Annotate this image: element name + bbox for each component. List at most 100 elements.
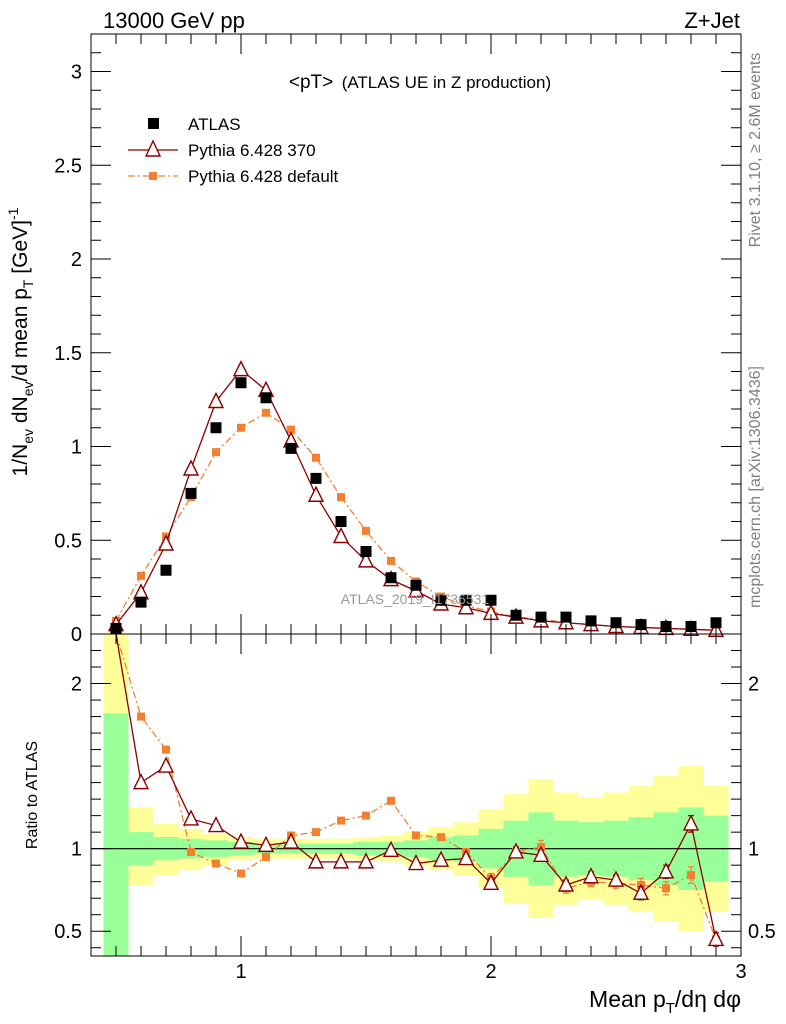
data-point-atlas	[410, 579, 422, 591]
data-point-pythia-6-428-default	[137, 571, 145, 580]
ratio-point-pythia-6-428-370	[132, 773, 150, 790]
ratio-point-pythia-6-428-370	[582, 867, 600, 884]
data-point-pythia-6-428-370	[357, 551, 375, 568]
main-y-tick-label: 0.5	[54, 530, 82, 552]
ratio-y-axis-label: Ratio to ATLAS	[24, 741, 41, 849]
ratio-point-pythia-6-428-370	[507, 842, 525, 859]
legend-marker-pythia-370	[144, 139, 162, 157]
data-point-atlas	[385, 572, 397, 584]
legend-entry-pythia-370: Pythia 6.428 370	[128, 139, 316, 160]
data-point-atlas	[585, 615, 597, 627]
ratio-point-pythia-6-428-370	[407, 853, 425, 871]
ratio-point-pythia-6-428-370	[257, 835, 275, 853]
watermark: ATLAS_2019_I1736531	[341, 591, 490, 607]
ratio-point-pythia-6-428-default	[187, 847, 195, 856]
legend-label-pythia-default: Pythia 6.428 default	[188, 167, 339, 186]
data-point-pythia-6-428-370	[182, 459, 200, 476]
data-point-pythia-6-428-default	[237, 423, 245, 432]
ratio-point-pythia-6-428-370	[357, 852, 375, 869]
data-point-atlas	[560, 611, 572, 623]
ratio-point-pythia-6-428-370	[607, 870, 625, 887]
ratio-point-pythia-6-428-370	[307, 852, 325, 869]
ratio-y-tick-label-left: 2	[71, 674, 82, 696]
ratio-point-pythia-6-428-default	[237, 869, 245, 878]
chart-title-main: <pT>	[289, 72, 333, 93]
data-point-pythia-6-428-default	[287, 425, 295, 434]
ratio-point-pythia-6-428-default	[662, 884, 670, 893]
data-point-atlas	[160, 564, 172, 576]
legend-marker-atlas	[148, 118, 159, 129]
ratio-axes: 0.5 0.5 1 1 2 2 1 2 3	[54, 633, 776, 983]
data-point-pythia-6-428-370	[332, 526, 350, 544]
data-point-atlas	[260, 392, 272, 404]
main-y-tick-label: 3	[71, 62, 82, 84]
ratio-point-pythia-6-428-default	[437, 833, 445, 842]
ratio-point-pythia-6-428-370	[632, 883, 650, 900]
ratio-y-tick-label-right: 0.5	[748, 921, 776, 943]
data-point-atlas	[235, 377, 247, 389]
data-point-atlas	[210, 422, 222, 434]
ratio-point-pythia-6-428-370	[157, 756, 175, 773]
ratio-point-pythia-6-428-370	[482, 873, 500, 891]
data-point-atlas	[510, 609, 522, 621]
x-tick-label: 2	[485, 961, 496, 983]
main-y-tick-label: 2.5	[54, 155, 82, 177]
data-point-pythia-6-428-370	[457, 598, 475, 615]
ratio-point-pythia-6-428-370	[182, 809, 200, 826]
ratio-x-axis-label: Mean pT/dη dφ	[589, 986, 741, 1017]
main-y-tick-label: 2	[71, 249, 82, 271]
ratio-point-pythia-6-428-default	[312, 828, 320, 837]
ratio-point-pythia-6-428-370	[232, 832, 250, 849]
data-point-pythia-6-428-default	[362, 526, 370, 535]
data-point-atlas	[135, 596, 147, 608]
chart-title: <pT> (ATLAS UE in Z production)	[289, 72, 551, 93]
data-point-atlas	[185, 487, 197, 499]
uncertainty-band-green	[103, 713, 129, 956]
data-point-pythia-6-428-default	[387, 556, 395, 565]
data-point-atlas	[335, 516, 347, 527]
ratio-point-pythia-6-428-370	[382, 840, 400, 858]
legend: ATLAS Pythia 6.428 370 Pythia 6.428 defa…	[128, 115, 339, 186]
ratio-point-pythia-6-428-default	[262, 852, 270, 861]
ratio-point-pythia-6-428-370	[282, 832, 300, 849]
x-tick-label: 3	[735, 961, 746, 983]
legend-entry-atlas: ATLAS	[148, 115, 241, 134]
data-point-atlas	[485, 594, 497, 606]
data-point-atlas	[435, 594, 447, 606]
data-point-pythia-6-428-370	[157, 534, 175, 551]
ratio-point-pythia-6-428-370	[707, 929, 725, 947]
ratio-point-pythia-6-428-default	[362, 811, 370, 820]
ratio-point-pythia-6-428-370	[457, 849, 475, 866]
chart-title-sub: (ATLAS UE in Z production)	[342, 73, 551, 92]
main-y-tick-label: 0	[71, 624, 82, 646]
data-point-pythia-6-428-370	[207, 391, 225, 409]
legend-marker-pythia-default	[149, 172, 157, 180]
ratio-y-tick-label-left: 0.5	[54, 921, 82, 943]
main-y-tick-label: 1.5	[54, 343, 82, 365]
data-point-pythia-6-428-370	[232, 360, 250, 377]
main-y-axis-label: 1/Nev dNev/d mean pT [GeV]-1	[5, 207, 36, 476]
ratio-y-tick-label-right: 2	[748, 674, 759, 696]
ratio-point-pythia-6-428-default	[387, 796, 395, 805]
data-point-atlas	[610, 617, 622, 629]
data-point-pythia-6-428-370	[307, 485, 325, 502]
ratio-y-tick-label-right: 1	[748, 839, 759, 861]
ratio-point-pythia-6-428-default	[212, 859, 220, 868]
legend-label-pythia-370: Pythia 6.428 370	[188, 141, 316, 160]
ratio-point-pythia-6-428-default	[412, 831, 420, 840]
data-point-atlas	[310, 472, 322, 484]
process-label: Z+Jet	[684, 8, 740, 33]
data-point-atlas	[535, 611, 547, 623]
ratio-point-pythia-6-428-default	[162, 745, 170, 754]
ratio-point-pythia-6-428-default	[687, 871, 695, 880]
data-point-pythia-6-428-default	[312, 453, 320, 462]
legend-label-atlas: ATLAS	[188, 115, 241, 134]
ratio-y-tick-label-left: 1	[71, 839, 82, 861]
data-point-pythia-6-428-default	[212, 448, 220, 457]
ratio-panel: 0.5 0.5 1 1 2 2 1 2 3 Ratio to ATLAS Mean pT/dη …	[24, 633, 776, 1017]
ratio-point-pythia-6-428-370	[657, 862, 675, 879]
data-point-pythia-6-428-default	[262, 408, 270, 417]
rivet-label: Rivet 3.1.10, ≥ 2.6M events	[747, 53, 764, 248]
ratio-point-pythia-6-428-370	[432, 850, 450, 867]
